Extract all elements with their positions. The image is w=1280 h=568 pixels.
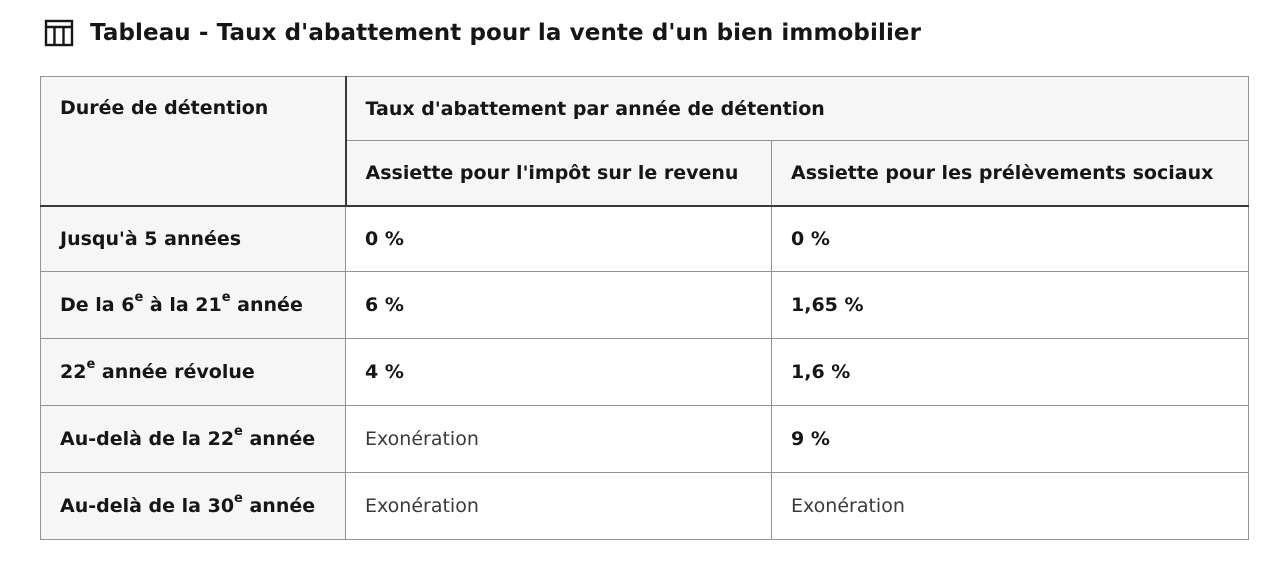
table-title: Tableau - Taux d'abattement pour la vent… — [90, 20, 922, 46]
social-rate: 0 % — [771, 205, 1249, 272]
row-label: Au-delà de la 30e année — [40, 472, 346, 540]
income-tax-rate: 4 % — [345, 338, 772, 406]
row-label: Au-delà de la 22e année — [40, 405, 346, 473]
row-label: 22e année révolue — [40, 338, 346, 406]
table-row: Au-delà de la 22e année Exonération 9 % — [40, 405, 1249, 473]
income-tax-rate: Exonération — [345, 472, 772, 540]
table-row: Jusqu'à 5 années 0 % 0 % — [40, 205, 1249, 272]
table-icon — [44, 19, 74, 47]
abatement-table: Durée de détention Taux d'abattement par… — [40, 76, 1249, 540]
row-label: De la 6e à la 21e année — [40, 271, 346, 339]
income-tax-rate: 0 % — [345, 205, 772, 272]
header-duration: Durée de détention — [40, 76, 347, 207]
income-tax-rate: 6 % — [345, 271, 772, 339]
social-rate: Exonération — [771, 472, 1249, 540]
row-label: Jusqu'à 5 années — [40, 205, 346, 272]
social-rate: 1,65 % — [771, 271, 1249, 339]
table-row: De la 6e à la 21e année 6 % 1,65 % — [40, 271, 1249, 339]
header-row-columns: Assiette pour l'impôt sur le revenu Assi… — [41, 140, 1249, 207]
social-rate: 1,6 % — [771, 338, 1249, 406]
income-tax-rate: Exonération — [345, 405, 772, 473]
social-rate: 9 % — [771, 405, 1249, 473]
header-rate-group: Taux d'abattement par année de détention — [345, 76, 1249, 141]
table-row: Au-delà de la 30e année Exonération Exon… — [40, 472, 1249, 540]
header-social: Assiette pour les prélèvements sociaux — [771, 140, 1249, 207]
header-row-group: Durée de détention Taux d'abattement par… — [40, 76, 1249, 207]
table-row: 22e année révolue 4 % 1,6 % — [40, 338, 1249, 406]
table-caption: Tableau - Taux d'abattement pour la vent… — [42, 16, 921, 50]
header-income-tax: Assiette pour l'impôt sur le revenu — [344, 140, 772, 207]
